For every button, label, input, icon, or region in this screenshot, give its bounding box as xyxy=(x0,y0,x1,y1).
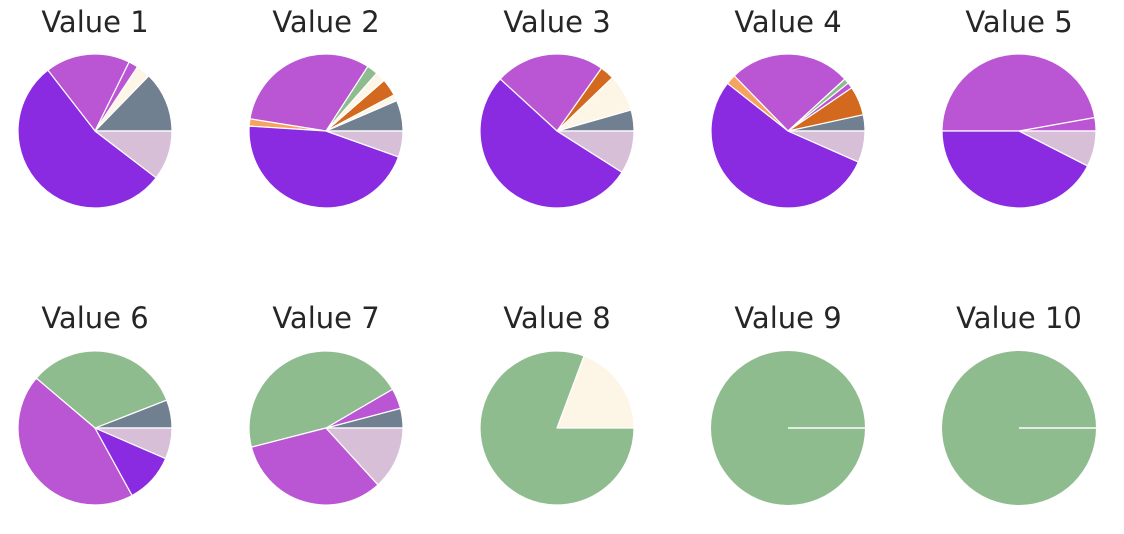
pie-title: Value 9 xyxy=(734,301,841,335)
pie-chart-4: Value 4 xyxy=(710,5,866,209)
pie-slice xyxy=(787,130,866,163)
pie-slice xyxy=(733,53,846,132)
pie-chart-3: Value 3 xyxy=(479,5,635,209)
pie-slice xyxy=(325,427,404,486)
pie-title: Value 5 xyxy=(965,5,1072,39)
pie-slice xyxy=(35,350,168,429)
pie-title: Value 6 xyxy=(41,301,148,335)
pie-chart-7: Value 7 xyxy=(248,301,404,506)
pie-chart-5: Value 5 xyxy=(941,5,1097,209)
pie-slice xyxy=(556,130,635,173)
pie-slice xyxy=(17,377,133,506)
pie-slice xyxy=(710,82,860,209)
pie-chart-2: Value 2 xyxy=(248,5,404,209)
pie-title: Value 10 xyxy=(956,301,1082,335)
pie-chart-10: Value 10 xyxy=(942,301,1096,505)
pie-title: Value 3 xyxy=(503,5,610,39)
pie-slice xyxy=(17,69,157,209)
pie-slice xyxy=(1018,130,1097,167)
pie-slice xyxy=(248,350,394,448)
pie-slice xyxy=(94,75,173,132)
pie-slice xyxy=(479,78,623,209)
pie-slice xyxy=(94,130,173,179)
pie-slice xyxy=(249,53,369,132)
pie-slice xyxy=(556,355,635,429)
pie-slice xyxy=(479,350,635,506)
pie-chart-9: Value 9 xyxy=(711,301,865,505)
pie-title: Value 8 xyxy=(503,301,610,335)
pie-slice xyxy=(248,125,400,209)
pie-slice xyxy=(325,130,404,158)
pie-chart-1: Value 1 xyxy=(17,5,173,209)
pie-chart-6: Value 6 xyxy=(17,301,173,506)
pie-title: Value 2 xyxy=(272,5,379,39)
pie-slice xyxy=(499,53,603,132)
pie-slice xyxy=(47,53,130,132)
pie-chart-8: Value 8 xyxy=(479,301,635,506)
pie-slice xyxy=(250,427,379,506)
pie-title: Value 1 xyxy=(41,5,148,39)
pie-slice xyxy=(941,130,1089,209)
pie-slice xyxy=(94,427,173,460)
pie-slice xyxy=(941,53,1096,132)
pie-title: Value 4 xyxy=(734,5,841,39)
pie-title: Value 7 xyxy=(272,301,379,335)
